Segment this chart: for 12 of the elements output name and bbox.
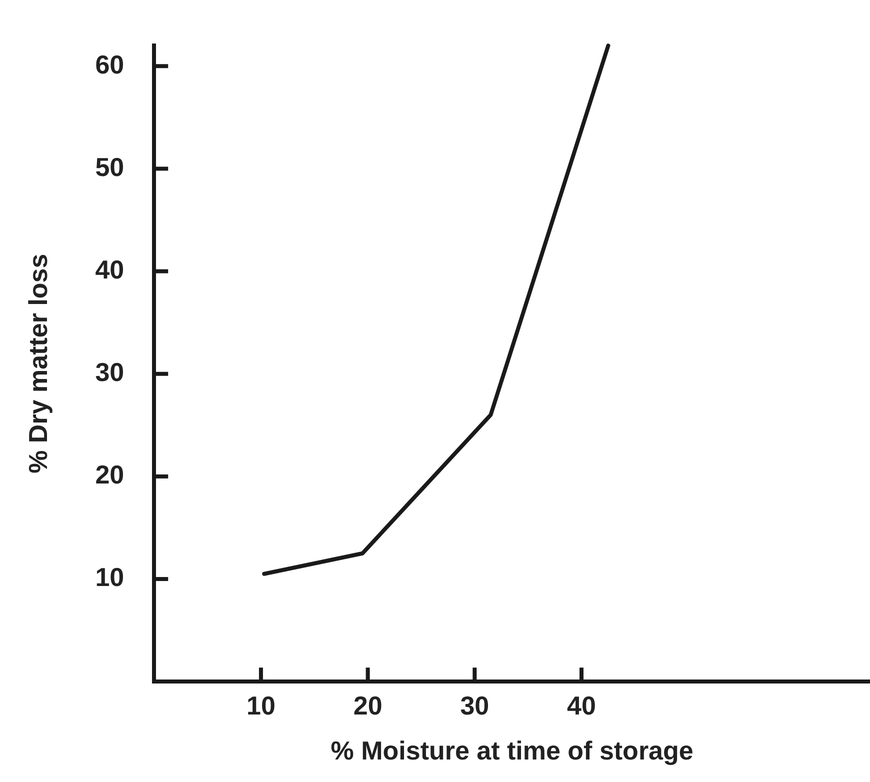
y-tick-label: 40 <box>95 254 124 284</box>
y-tick-label: 30 <box>95 357 124 388</box>
y-tick-label: 50 <box>95 152 124 182</box>
x-tick-label: 30 <box>460 690 490 720</box>
y-tick-label: 20 <box>95 460 124 490</box>
x-tick-label: 10 <box>246 690 276 720</box>
x-axis-title: % Moisture at time of storage <box>330 736 694 766</box>
y-axis-title: % Dry matter loss <box>22 254 53 474</box>
y-tick-label: 60 <box>95 49 124 80</box>
x-tick-label: 40 <box>567 690 596 720</box>
y-tick-label: 10 <box>95 562 124 592</box>
x-tick-label: 20 <box>353 690 382 720</box>
